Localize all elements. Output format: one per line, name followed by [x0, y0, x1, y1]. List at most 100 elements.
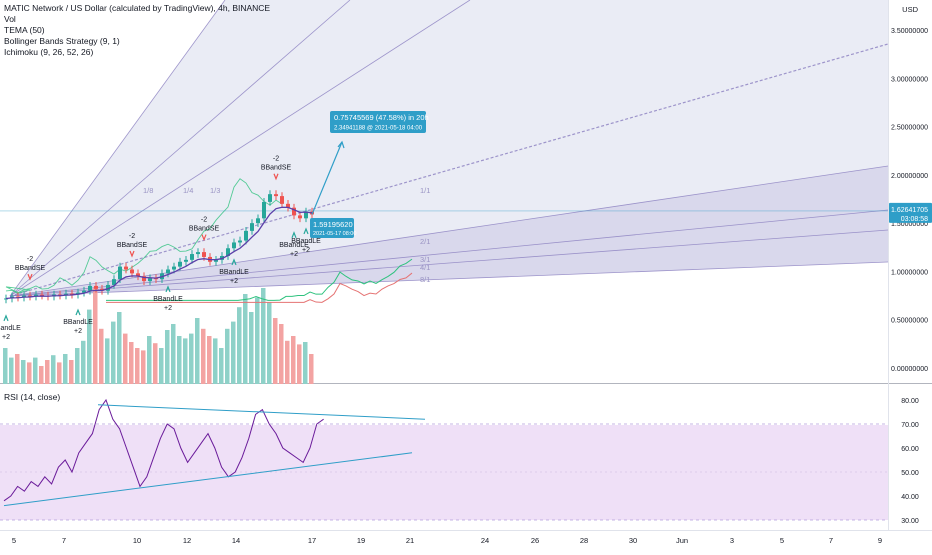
signal-long-label: BBandLE: [219, 269, 249, 276]
fan-line[interactable]: [9, 0, 471, 297]
measure-change-label: 0.75745569 (47.58%) in 20h: [334, 113, 429, 122]
indicator-bollinger[interactable]: Bollinger Bands Strategy (9, 1): [4, 36, 120, 46]
volume-bar: [45, 360, 50, 384]
candle-body[interactable]: [88, 285, 92, 291]
candlesticks[interactable]: [4, 190, 314, 304]
signal-short-label: BBandSE: [261, 165, 292, 172]
rsi-indicator-label[interactable]: RSI (14, close): [4, 392, 61, 402]
candle-body[interactable]: [256, 218, 260, 224]
measure-box[interactable]: [330, 111, 426, 133]
signal-long-label: BBandLE: [63, 319, 93, 326]
candle-body[interactable]: [130, 269, 134, 274]
candle-body[interactable]: [178, 261, 182, 267]
candle-body[interactable]: [196, 252, 200, 255]
fan-line[interactable]: [9, 0, 351, 297]
rsi-axis[interactable]: 80.00 70.00 60.00 50.00 40.00 30.00: [901, 398, 919, 525]
volume-bar: [249, 312, 254, 384]
candle-body[interactable]: [250, 223, 254, 231]
fan-line[interactable]: [9, 43, 889, 297]
symbol-title[interactable]: MATIC Network / US Dollar (calculated by…: [4, 3, 271, 13]
current-price-tag[interactable]: [889, 202, 932, 223]
rsi-trendline-upper[interactable]: [97, 404, 426, 420]
signal-long-arrow: [165, 285, 171, 293]
time-tick-label: 14: [232, 536, 240, 545]
indicator-tema[interactable]: TEMA (50): [4, 25, 45, 35]
candle-body[interactable]: [106, 284, 110, 291]
cursor-price-tag[interactable]: [310, 218, 354, 238]
candle-body[interactable]: [214, 259, 218, 262]
candle-body[interactable]: [94, 285, 98, 289]
time-tick-label: 30: [629, 536, 637, 545]
candle-body[interactable]: [190, 254, 194, 260]
candle-body[interactable]: [268, 194, 272, 202]
time-axis[interactable]: 5 7 10 12 14 17 19 21 24 26 28 30 Jun 3 5 7 9: [0, 530, 932, 546]
rsi-band: [0, 425, 888, 520]
candle-body[interactable]: [100, 288, 104, 291]
ichimoku-lines: [0, 178, 888, 303]
rsi-trendline-lower[interactable]: [3, 452, 413, 507]
volume-bar: [51, 355, 56, 384]
fan-line[interactable]: [9, 0, 226, 297]
candle-body[interactable]: [70, 293, 74, 295]
rsi-tick-label: 50.00: [901, 470, 919, 477]
candle-body[interactable]: [232, 242, 236, 249]
candle-body[interactable]: [238, 240, 242, 243]
candle-body[interactable]: [136, 273, 140, 277]
candle-body[interactable]: [16, 296, 20, 298]
candle-body[interactable]: [82, 290, 86, 293]
time-tick-label: 26: [531, 536, 539, 545]
price-axis-background: [888, 0, 932, 550]
measure-line[interactable]: [311, 141, 343, 215]
legend: MATIC Network / US Dollar (calculated by…: [4, 3, 270, 58]
candle-body[interactable]: [112, 279, 116, 285]
candle-body[interactable]: [166, 269, 170, 274]
candle-body[interactable]: [172, 266, 176, 270]
price-tick-label: 2.50000000: [891, 125, 928, 132]
volume-bar: [159, 348, 164, 384]
candle-body[interactable]: [286, 203, 290, 208]
signal-short-label: BBandSE: [189, 226, 220, 233]
candle-body[interactable]: [304, 211, 308, 219]
candle-body[interactable]: [280, 196, 284, 204]
candle-body[interactable]: [274, 194, 278, 197]
fan-line[interactable]: [9, 229, 889, 297]
candle-body[interactable]: [226, 248, 230, 256]
candle-body[interactable]: [184, 259, 188, 262]
candle-body[interactable]: [202, 252, 206, 257]
candle-body[interactable]: [34, 294, 38, 297]
fan-label: 4/1: [420, 263, 430, 272]
currency-label[interactable]: USD: [902, 5, 918, 14]
cursor-price-label: 1.59195620: [313, 220, 353, 229]
rsi-lines: [0, 398, 888, 521]
signal-long-arrow: [75, 308, 81, 316]
volume-bar: [135, 348, 140, 384]
indicator-ichimoku[interactable]: Ichimoku (9, 26, 52, 26): [4, 47, 94, 57]
candle-body[interactable]: [142, 276, 146, 282]
signal-qty: -2: [201, 217, 207, 224]
time-tick-label: 9: [878, 536, 882, 545]
candle-body[interactable]: [262, 201, 266, 219]
fan-line[interactable]: [9, 261, 889, 297]
measure-tool[interactable]: 0.75745569 (47.58%) in 20h 2.34941188 @ 2…: [310, 111, 429, 238]
candle-body[interactable]: [118, 266, 122, 280]
candle-body[interactable]: [148, 278, 152, 282]
tema-curve: [5, 206, 313, 300]
candle-body[interactable]: [40, 294, 44, 296]
candle-body[interactable]: [292, 207, 296, 216]
price-axis[interactable]: 3.50000000 3.00000000 2.50000000 2.00000000…: [889, 28, 932, 373]
candle-body[interactable]: [4, 298, 8, 300]
signal-long-label: BBandLE: [0, 325, 21, 332]
volume-bar: [57, 362, 62, 384]
volume-bar: [27, 362, 32, 384]
volume-bar: [255, 297, 260, 384]
indicator-vol[interactable]: Vol: [4, 14, 16, 24]
rsi-tick-label: 80.00: [901, 398, 919, 405]
volume-bar: [33, 357, 38, 384]
candle-body[interactable]: [298, 215, 302, 219]
candle-body[interactable]: [124, 266, 128, 270]
volume-bar: [189, 333, 194, 384]
candle-body[interactable]: [244, 230, 248, 241]
candle-body[interactable]: [28, 295, 32, 297]
